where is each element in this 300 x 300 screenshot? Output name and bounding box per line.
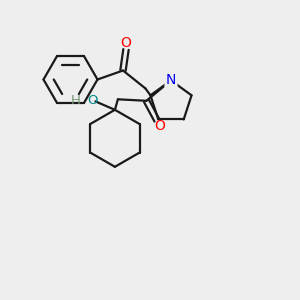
Text: N: N	[166, 74, 176, 87]
Text: H: H	[71, 94, 81, 107]
Text: O: O	[121, 36, 131, 50]
Text: O: O	[154, 119, 165, 133]
Text: O: O	[88, 94, 98, 107]
